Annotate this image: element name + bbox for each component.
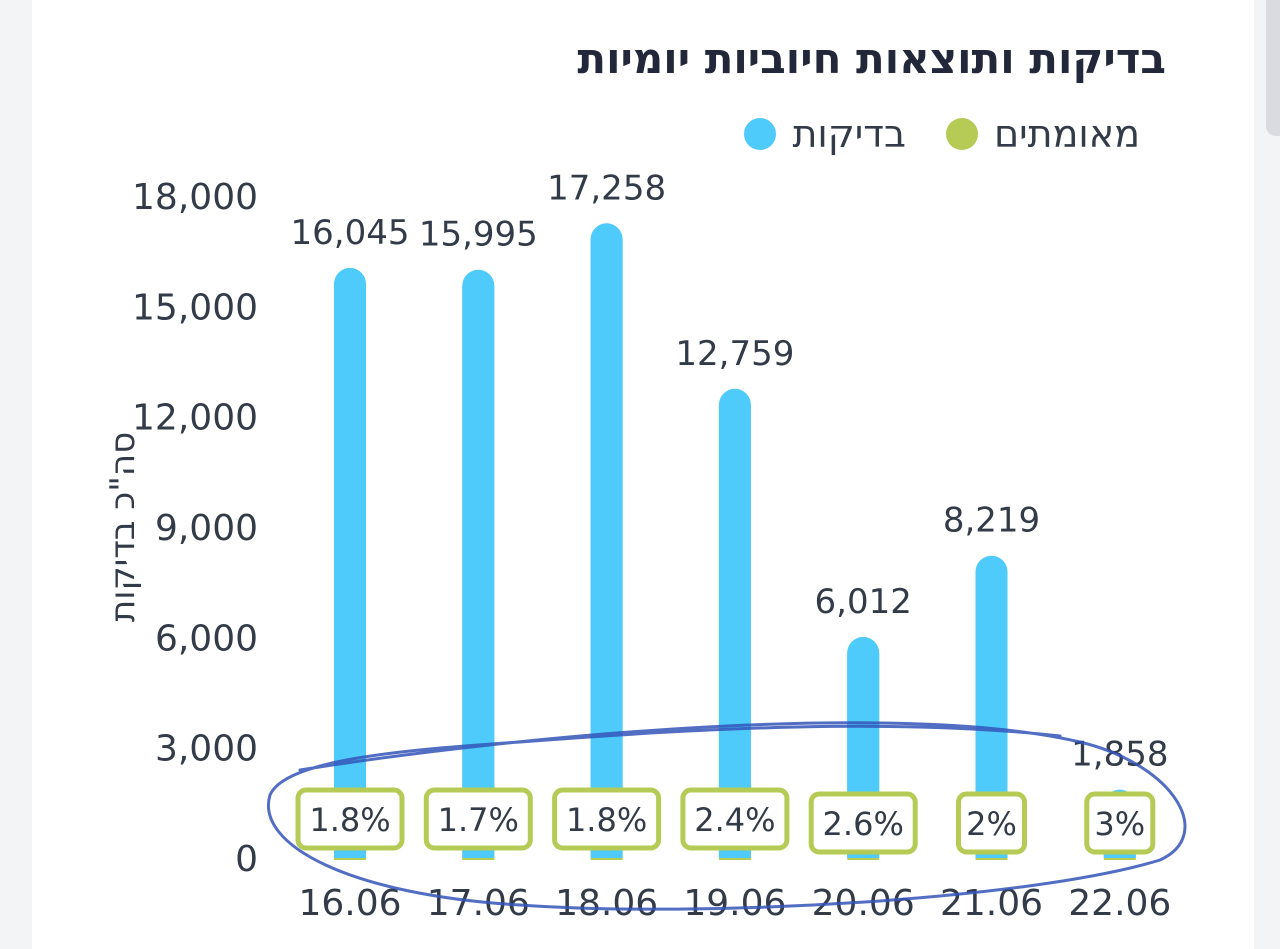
x-tick-label: 18.06 bbox=[555, 883, 658, 924]
legend-label-positive: מאומתים bbox=[993, 112, 1140, 156]
positive-percent-label: 3% bbox=[1094, 805, 1145, 843]
legend: בדיקות מאומתים bbox=[744, 112, 1140, 156]
legend-dot-positive bbox=[945, 118, 978, 150]
positive-percent-label: 2.4% bbox=[694, 801, 775, 839]
tests-bar-base bbox=[590, 239, 623, 858]
legend-dot-tests bbox=[744, 118, 777, 150]
positive-percent-label: 1.8% bbox=[566, 801, 647, 839]
y-tick-label: 0 bbox=[235, 839, 258, 880]
x-tick-label: 19.06 bbox=[683, 883, 786, 924]
chart-title: בדיקות ותוצאות חיוביות יומיות bbox=[577, 34, 1166, 83]
y-tick-label: 15,000 bbox=[132, 287, 258, 328]
tests-value-label: 16,045 bbox=[291, 213, 410, 253]
tests-bar-base bbox=[462, 285, 495, 858]
tests-value-label: 17,258 bbox=[547, 168, 666, 208]
tests-bar-base bbox=[718, 404, 751, 858]
legend-item-tests[interactable]: בדיקות bbox=[744, 112, 906, 156]
y-tick-label: 3,000 bbox=[155, 729, 258, 770]
positive-percent-box bbox=[295, 787, 405, 851]
positive-percent-box bbox=[552, 787, 662, 851]
positive-percent-label: 2% bbox=[966, 805, 1017, 843]
y-axis-title: סה"כ בדיקות bbox=[103, 432, 143, 622]
positive-percent-label: 1.7% bbox=[438, 801, 519, 839]
legend-item-positive[interactable]: מאומתים bbox=[945, 112, 1140, 156]
tests-value-label: 6,012 bbox=[815, 582, 912, 622]
scrollbar[interactable] bbox=[1266, 0, 1280, 136]
x-tick-label: 16.06 bbox=[298, 883, 401, 924]
tests-bar-base bbox=[334, 283, 366, 859]
y-tick-label: 6,000 bbox=[155, 618, 258, 659]
y-tick-label: 12,000 bbox=[132, 398, 258, 439]
x-tick-label: 22.06 bbox=[1068, 883, 1171, 924]
positive-percent-box bbox=[1084, 791, 1156, 855]
positive-percent-label: 1.8% bbox=[309, 801, 390, 839]
legend-label-tests: בדיקות bbox=[792, 112, 906, 156]
annotation-circle bbox=[267, 721, 1187, 911]
positive-percent-box bbox=[956, 791, 1027, 855]
tests-value-label: 15,995 bbox=[419, 215, 538, 255]
positive-percent-box bbox=[808, 791, 918, 855]
y-tick-label: 9,000 bbox=[155, 508, 258, 549]
tests-value-label: 12,759 bbox=[675, 334, 794, 374]
y-tick-label: 18,000 bbox=[132, 177, 258, 218]
positive-percent-box bbox=[680, 787, 790, 851]
positive-percent-label: 2.6% bbox=[823, 805, 904, 843]
tests-value-label: 8,219 bbox=[943, 501, 1040, 541]
positive-percent-box bbox=[423, 787, 533, 851]
